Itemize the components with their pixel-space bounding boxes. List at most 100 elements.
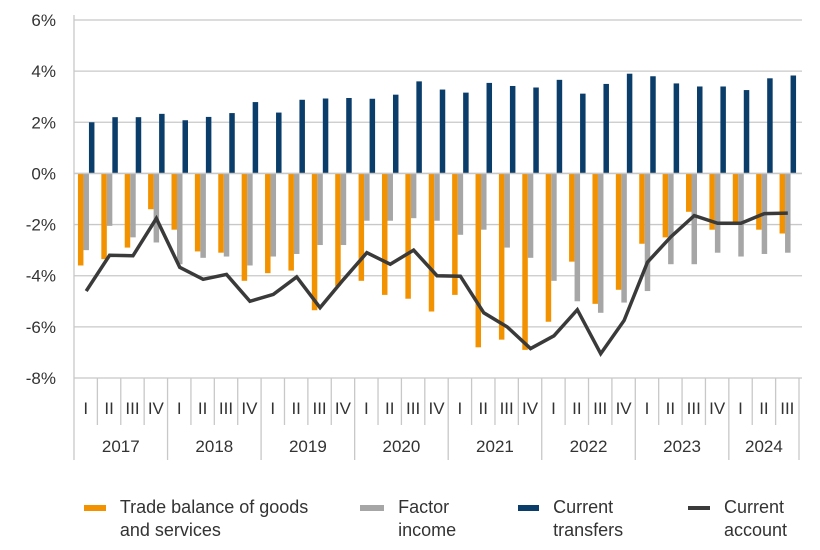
bar-2	[743, 90, 750, 174]
legend-label: Factor income	[398, 497, 457, 540]
legend-label: Current account	[724, 497, 788, 540]
bar-0	[592, 173, 598, 304]
x-tick-quarter: III	[780, 399, 794, 418]
bar-1	[293, 173, 300, 254]
bar-2	[463, 92, 469, 174]
bar-1	[153, 173, 160, 243]
bar-2	[697, 86, 703, 174]
bar-1	[644, 173, 651, 292]
x-tick-quarter: I	[270, 399, 275, 418]
bar-1	[457, 173, 464, 235]
bar-0	[452, 173, 458, 295]
x-tick-year: 2019	[289, 437, 327, 456]
bar-0	[779, 173, 786, 234]
bar-1	[317, 173, 323, 246]
y-tick-label: -6%	[26, 318, 56, 337]
bar-1	[434, 173, 440, 221]
bar-2	[252, 102, 259, 174]
bar-2	[112, 117, 118, 174]
bar-1	[551, 173, 557, 281]
y-tick-label: 6%	[31, 11, 56, 30]
bar-2	[650, 76, 656, 174]
x-tick-year: 2018	[195, 437, 233, 456]
bar-2	[509, 85, 516, 174]
bar-1	[527, 173, 534, 258]
y-tick-label: 0%	[31, 164, 56, 183]
x-tick-year: 2024	[745, 437, 783, 456]
legend-current-transfers: Current transfers	[518, 496, 648, 542]
x-tick-quarter: II	[479, 399, 488, 418]
x-tick-quarter: III	[312, 399, 326, 418]
x-tick-quarter: I	[83, 399, 88, 418]
legend-swatch-factor	[360, 505, 385, 511]
bar-1	[176, 173, 183, 265]
y-tick-label: -2%	[26, 216, 56, 235]
legend-trade-balance: Trade balance of goods and services	[84, 496, 334, 542]
bar-1	[200, 173, 206, 258]
bar-2	[276, 112, 282, 174]
bar-1	[481, 173, 487, 230]
bar-0	[265, 173, 271, 274]
bar-0	[171, 173, 177, 230]
x-tick-year: 2020	[383, 437, 421, 456]
bar-1	[270, 173, 277, 257]
x-tick-quarter: IV	[616, 399, 633, 418]
bar-0	[428, 173, 435, 312]
bar-1	[691, 173, 698, 265]
x-tick-quarter: III	[406, 399, 420, 418]
bar-2	[369, 98, 376, 174]
x-tick-quarter: III	[500, 399, 514, 418]
bar-2	[580, 93, 586, 174]
x-tick-quarter: III	[125, 399, 139, 418]
x-tick-quarter: I	[458, 399, 463, 418]
y-tick-label: 2%	[31, 113, 56, 132]
bar-2	[767, 78, 773, 174]
x-tick-quarter: I	[364, 399, 369, 418]
bar-1	[714, 173, 721, 253]
x-tick-quarter: II	[572, 399, 581, 418]
bar-1	[247, 173, 253, 266]
x-tick-year: 2023	[663, 437, 701, 456]
bar-0	[756, 173, 762, 230]
bar-1	[410, 173, 417, 219]
bar-0	[241, 173, 248, 281]
bar-2	[88, 122, 95, 174]
bar-0	[569, 173, 575, 262]
x-tick-quarter: I	[738, 399, 743, 418]
legend-label: Current transfers	[553, 497, 624, 540]
bar-0	[381, 173, 388, 295]
bar-0	[218, 173, 224, 253]
x-tick-quarter: IV	[148, 399, 165, 418]
bar-1	[668, 173, 674, 265]
bar-2	[790, 75, 797, 174]
y-tick-label: 4%	[31, 62, 56, 81]
x-tick-quarter: III	[593, 399, 607, 418]
legend-swatch-account	[688, 506, 711, 510]
legend-swatch-trade	[84, 505, 106, 511]
bar-2	[182, 120, 188, 174]
bar-0	[709, 173, 715, 230]
bar-1	[387, 173, 393, 221]
bar-0	[194, 173, 201, 252]
bar-0	[615, 173, 622, 290]
legend-label: Trade balance of goods and services	[119, 497, 309, 540]
bar-1	[223, 173, 230, 257]
bar-0	[148, 173, 154, 210]
x-tick-quarter: II	[666, 399, 675, 418]
x-tick-quarter: II	[385, 399, 394, 418]
x-tick-quarter: II	[291, 399, 300, 418]
x-tick-quarter: III	[687, 399, 701, 418]
x-tick-quarter: IV	[335, 399, 352, 418]
bar-1	[106, 173, 113, 226]
bar-2	[673, 83, 680, 174]
bar-0	[77, 173, 84, 266]
bar-2	[603, 83, 609, 174]
legend-factor-income: Factor income	[360, 496, 490, 542]
bar-0	[545, 173, 552, 322]
x-tick-quarter: IV	[241, 399, 258, 418]
x-tick-quarter: IV	[709, 399, 726, 418]
x-tick-quarter: IV	[428, 399, 445, 418]
bar-2	[556, 79, 563, 174]
bar-1	[340, 173, 347, 246]
